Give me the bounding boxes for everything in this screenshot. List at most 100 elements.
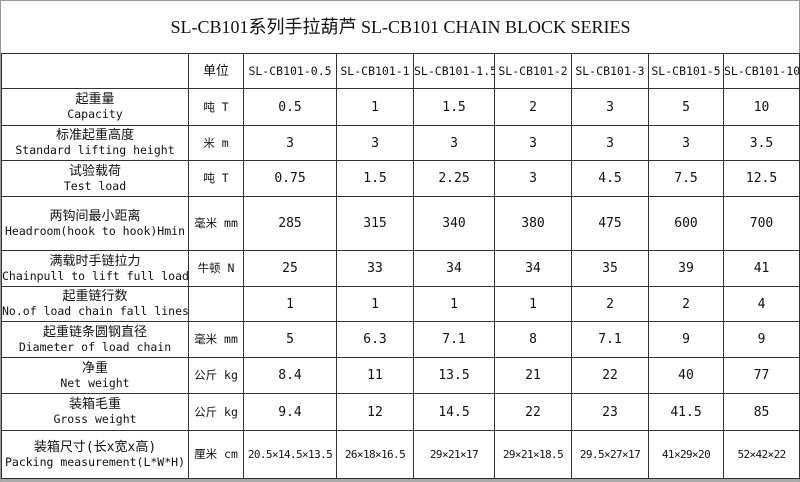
cell-value: 41 <box>722 250 800 287</box>
cell-value: 29×21×18.5 <box>494 430 572 479</box>
row-label-en: Headroom(hook to hook)Hmin <box>4 223 185 238</box>
cell-value: 2 <box>494 88 572 126</box>
row-unit: 吨 T <box>188 88 244 126</box>
cell-value: 22 <box>494 393 572 431</box>
cell-value: 8 <box>494 321 572 358</box>
cell-value: 3 <box>571 88 649 126</box>
cell-value: 20.5×14.5×13.5 <box>243 430 337 479</box>
cell-value: 29.5×27×17 <box>571 430 649 479</box>
cell-value: 2 <box>571 286 649 322</box>
row-unit: 厘米 cm <box>188 430 244 479</box>
row-label: 装箱尺寸(长x宽x高) Packing measurement(L*W*H) <box>1 430 189 479</box>
row-label: 满载时手链拉力 Chainpull to lift full load <box>1 250 189 287</box>
row-label: 试验载荷 Test load <box>1 160 189 197</box>
cell-value: 0.75 <box>243 160 337 197</box>
table-row: 净重 Net weight 公斤 kg 8.4 11 13.5 21 22 40 77 <box>1 357 800 394</box>
cell-value: 2 <box>648 286 724 322</box>
cell-value: 12.5 <box>722 160 800 197</box>
header-model: SL-CB101-3 <box>571 53 649 89</box>
cell-value: 7.5 <box>648 160 724 197</box>
row-unit: 毫米 mm <box>188 321 244 358</box>
cell-value: 25 <box>243 250 337 287</box>
cell-value: 7.1 <box>413 321 495 358</box>
cell-value: 41×29×20 <box>648 430 724 479</box>
row-unit: 吨 T <box>188 160 244 197</box>
row-unit: 公斤 kg <box>188 393 244 431</box>
cell-value: 9 <box>648 321 724 358</box>
row-unit: 米 m <box>188 125 244 161</box>
cell-value: 3 <box>648 125 724 161</box>
cell-value: 29×21×17 <box>413 430 495 479</box>
cell-value: 7.1 <box>571 321 649 358</box>
cell-value: 10 <box>722 88 800 126</box>
cell-value: 26×18×16.5 <box>336 430 414 479</box>
header-model: SL-CB101-1 <box>336 53 414 89</box>
cell-value: 9 <box>722 321 800 358</box>
cell-value: 22 <box>571 357 649 394</box>
cell-value: 1 <box>413 286 495 322</box>
cell-value: 40 <box>648 357 724 394</box>
row-label-en: Standard lifting height <box>15 143 175 157</box>
row-label-en: Packing measurement(L*W*H) <box>4 454 185 469</box>
header-unit: 单位 <box>188 53 244 89</box>
cell-value: 1.5 <box>413 88 495 126</box>
cell-value: 3 <box>494 125 572 161</box>
cell-value: 475 <box>571 196 649 251</box>
row-unit: 毫米 mm <box>188 196 244 251</box>
row-label-cn: 起重链条圆钢直径 <box>42 324 147 340</box>
table-row: 装箱尺寸(长x宽x高) Packing measurement(L*W*H) 厘米 … <box>1 430 800 479</box>
row-unit: 公斤 kg <box>188 357 244 394</box>
cell-value: 1 <box>336 286 414 322</box>
cell-value: 21 <box>494 357 572 394</box>
table-row: 起重链行数 No.of load chain fall lines 1 1 1 1 2 2 4 <box>1 286 800 322</box>
header-model: SL-CB101-0.5 <box>243 53 337 89</box>
cell-value: 33 <box>336 250 414 287</box>
cell-value: 9.4 <box>243 393 337 431</box>
cell-value: 315 <box>336 196 414 251</box>
header-blank <box>1 53 189 89</box>
cell-value: 6.3 <box>336 321 414 358</box>
cell-value: 3 <box>494 160 572 197</box>
row-label-cn: 净重 <box>81 360 108 376</box>
cell-value: 3 <box>243 125 337 161</box>
table-row: 起重链条圆钢直径 Diameter of load chain 毫米 mm 5 6.3 7… <box>1 321 800 358</box>
row-unit <box>188 286 244 322</box>
cell-value: 39 <box>648 250 724 287</box>
table-row: 试验载荷 Test load 吨 T 0.75 1.5 2.25 3 4.5 7.5 12.5 <box>1 160 800 197</box>
table-title: SL-CB101系列手拉葫芦 SL-CB101 CHAIN BLOCK SERI… <box>1 1 800 54</box>
header-model: SL-CB101-10 <box>722 53 800 89</box>
cell-value: 34 <box>494 250 572 287</box>
row-label: 起重量 Capacity <box>1 88 189 126</box>
cell-value: 13.5 <box>413 357 495 394</box>
row-label-en: Capacity <box>67 107 123 121</box>
cell-value: 52×42×22 <box>722 430 800 479</box>
row-label-cn: 装箱毛重 <box>68 397 121 412</box>
cell-value: 2.25 <box>413 160 495 197</box>
cell-value: 340 <box>413 196 495 251</box>
header-model: SL-CB101-2 <box>494 53 572 89</box>
cell-value: 4.5 <box>571 160 649 197</box>
row-label-en: Gross weight <box>53 412 137 426</box>
row-label: 起重链行数 No.of load chain fall lines <box>1 286 189 322</box>
cell-value: 3 <box>413 125 495 161</box>
table-row: 装箱毛重 Gross weight 公斤 kg 9.4 12 14.5 22 23 41.5 85 <box>1 393 800 431</box>
cell-value: 77 <box>722 357 800 394</box>
cell-value: 600 <box>648 196 724 251</box>
row-label: 标准起重高度 Standard lifting height <box>1 125 189 161</box>
cell-value: 285 <box>243 196 337 251</box>
header-model: SL-CB101-5 <box>648 53 724 89</box>
row-label: 起重链条圆钢直径 Diameter of load chain <box>1 321 189 358</box>
cell-value: 23 <box>571 393 649 431</box>
cell-value: 85 <box>722 393 800 431</box>
row-label: 净重 Net weight <box>1 357 189 394</box>
cell-value: 5 <box>243 321 337 358</box>
cell-value: 8.4 <box>243 357 337 394</box>
cell-value: 1 <box>494 286 572 322</box>
row-label-en: Test load <box>63 178 127 193</box>
table-row: 标准起重高度 Standard lifting height 米 m 3 3 3 3 3 3 3.… <box>1 125 800 161</box>
row-unit: 牛顿 N <box>188 250 244 287</box>
row-label-cn: 标准起重高度 <box>55 128 134 143</box>
cell-value: 3 <box>336 125 414 161</box>
cell-value: 0.5 <box>243 88 337 126</box>
